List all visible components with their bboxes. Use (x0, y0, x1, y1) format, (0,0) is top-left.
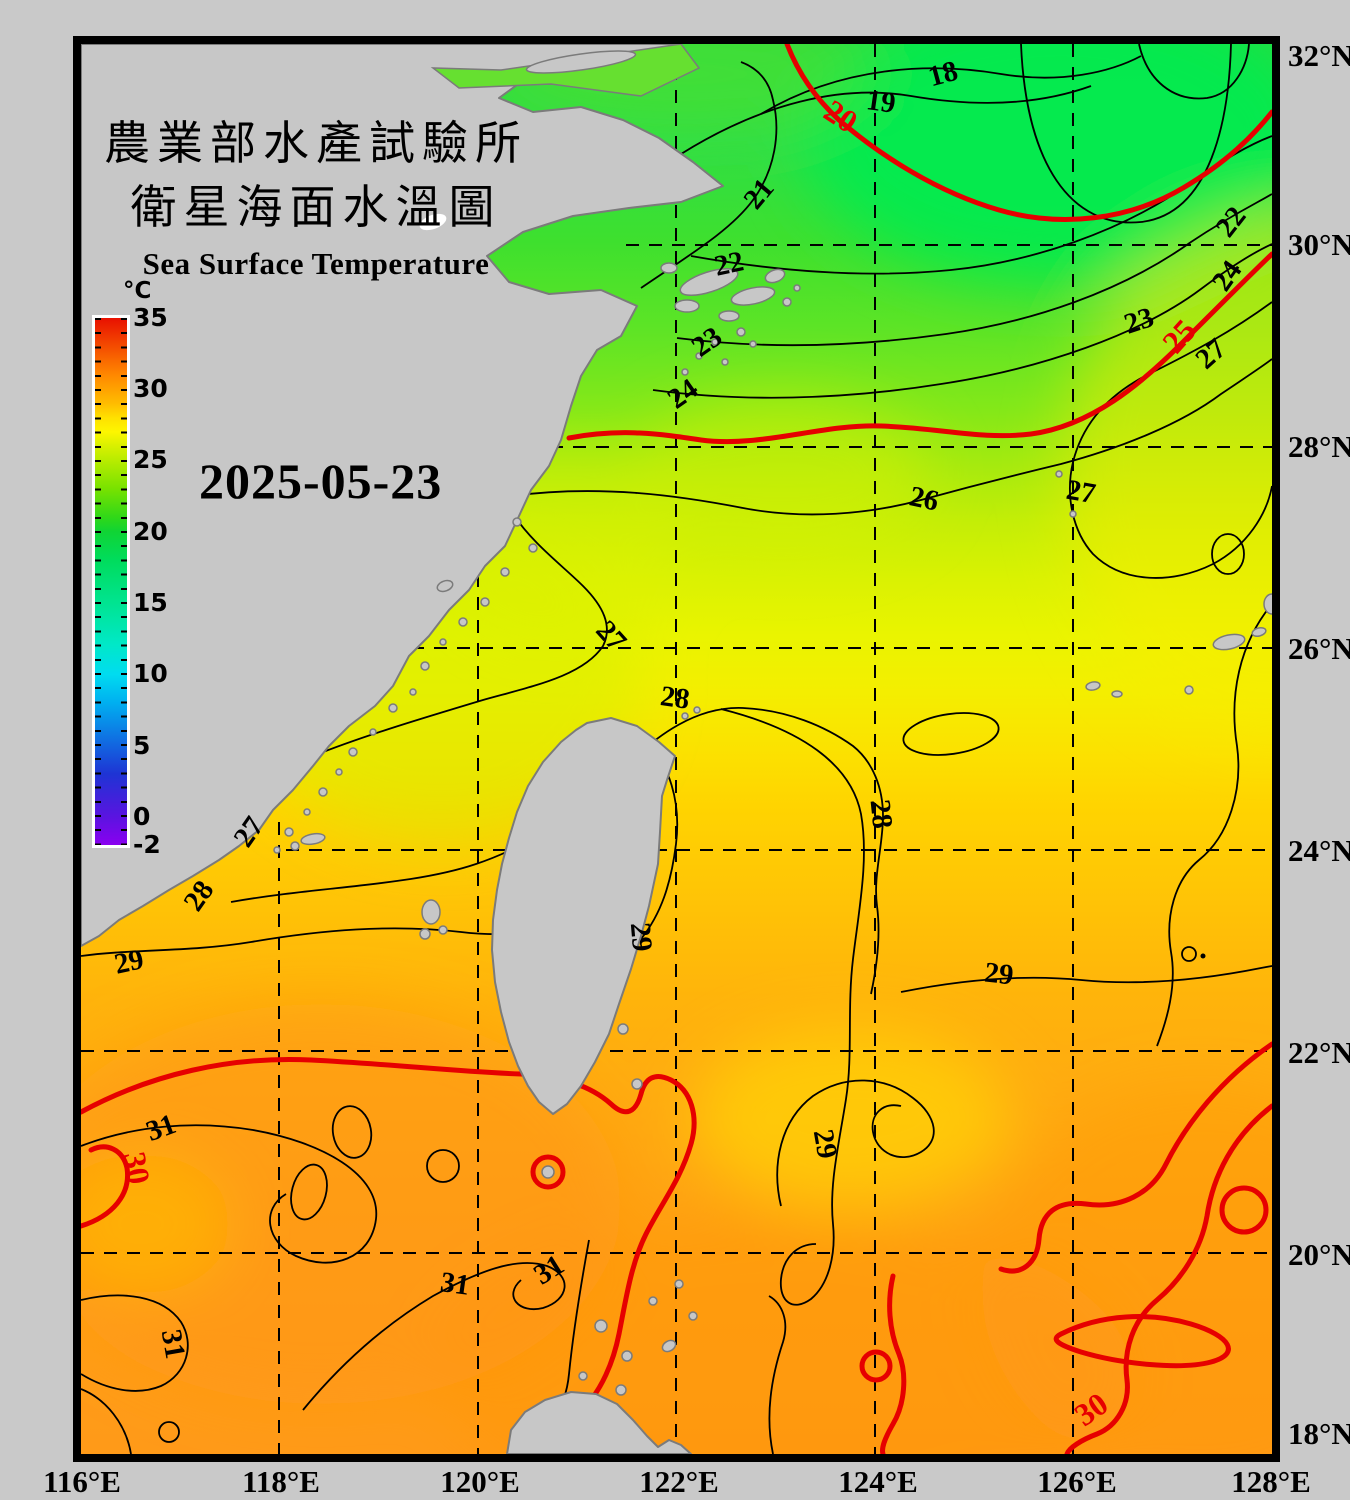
contour-label: 29 (624, 921, 658, 953)
contour-label: 27 (1064, 474, 1098, 511)
org-title-zh: 農業部水產試驗所 (104, 118, 528, 169)
contour-label: 31 (438, 1266, 471, 1302)
x-axis-label: 124°E (838, 1464, 918, 1499)
contour-label: 28 (658, 680, 691, 716)
graticule-gridlines (81, 44, 1272, 1454)
colorbar-tick: 10 (133, 659, 168, 688)
x-axis-label: 118°E (242, 1464, 320, 1499)
x-axis-label: 120°E (440, 1464, 520, 1499)
colorbar-tick: 5 (133, 731, 151, 760)
x-axis-label: 126°E (1037, 1464, 1117, 1499)
x-axis-label: 116°E (43, 1464, 121, 1499)
chongming-island (525, 50, 637, 74)
red-isotherm-contours (81, 44, 1272, 1454)
x-axis-label: 128°E (1231, 1464, 1311, 1499)
contour-label: 29 (807, 1127, 844, 1161)
contour-label: 29 (111, 943, 146, 980)
y-axis-label: 18°N (1288, 1416, 1350, 1451)
map-date: 2025-05-23 (199, 453, 443, 509)
contour-label: 26 (906, 480, 941, 517)
product-title-zh: 衛星海面水溫圖 (130, 182, 502, 233)
y-axis-label: 20°N (1288, 1237, 1350, 1272)
colorbar-tick: 20 (133, 517, 168, 546)
luzon-island (506, 1391, 692, 1454)
small-islands (273, 262, 1272, 1396)
title-en: Sea Surface Temperature (142, 246, 490, 281)
map-frame: 18 19 20 21 22 22 23 23 24 24 25 27 26 2… (73, 36, 1280, 1462)
sst-map-canvas: 18 19 20 21 22 22 23 23 24 24 25 27 26 2… (81, 44, 1272, 1454)
land-masses (81, 44, 1272, 1454)
x-axis-label: 122°E (639, 1464, 719, 1499)
black-isotherm-contours (81, 44, 1272, 1454)
y-axis-label: 22°N (1288, 1035, 1350, 1070)
title-block: 農業部水產試驗所 衛星海面水溫圖 Sea Surface Temperature (91, 112, 541, 282)
contour-label: 29 (983, 957, 1015, 992)
red-isotherm-ring (530, 1154, 566, 1190)
colorbar-tick: -2 (133, 830, 161, 859)
colorbar-tick: 0 (133, 802, 151, 831)
y-axis-label: 24°N (1288, 833, 1350, 868)
colorbar-tick: 35 (133, 303, 168, 332)
taiwan-island (491, 717, 676, 1115)
y-axis-label: 30°N (1288, 227, 1350, 262)
contour-label: 19 (864, 84, 897, 120)
colorbar-gradient (95, 318, 127, 845)
y-axis-label: 28°N (1288, 429, 1350, 464)
colorbar-unit: °C (123, 278, 152, 304)
y-axis-label: 26°N (1288, 631, 1350, 666)
china-mainland (81, 44, 724, 947)
temperature-colorbar: °C 35 30 25 20 15 10 5 0 -2 (81, 274, 191, 894)
contour-label: 31 (155, 1327, 192, 1361)
colorbar-tick: 25 (133, 445, 168, 474)
y-axis-label: 32°N (1288, 38, 1350, 73)
colorbar-tick: 30 (133, 374, 168, 403)
colorbar-tick: 15 (133, 588, 168, 617)
contour-label: 28 (864, 798, 899, 830)
contour-label: 22 (711, 245, 746, 282)
contour-label: 30 (116, 1149, 157, 1187)
